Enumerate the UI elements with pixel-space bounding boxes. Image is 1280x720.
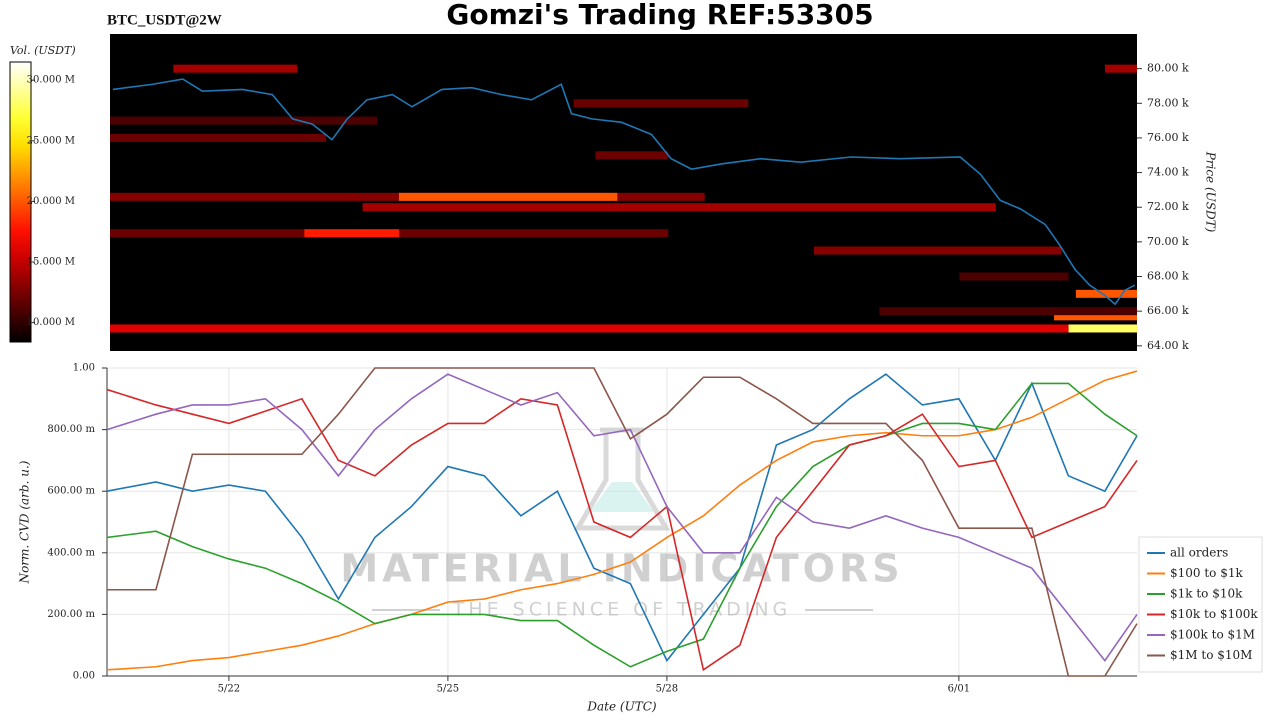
- liquidity-band: [1104, 64, 1137, 73]
- y-axis-title: Price (USDT): [1204, 151, 1218, 233]
- legend-label: $10k to $100k: [1170, 607, 1258, 621]
- heatmap-background: [110, 34, 1137, 351]
- y-tick-label: 68.00 k: [1147, 270, 1189, 283]
- liquidity-band: [398, 192, 618, 201]
- legend-label: $1k to $10k: [1170, 587, 1243, 601]
- liquidity-band: [1068, 324, 1137, 333]
- cvd-line: [106, 370, 1138, 671]
- colorbar-title: Vol. (USDT): [10, 44, 76, 57]
- y-tick-label: 70.00 k: [1147, 235, 1189, 248]
- watermark: MATERIAL INDICATORS THE SCIENCE OF TRADI…: [340, 427, 903, 621]
- legend-label: $100k to $1M: [1170, 628, 1255, 642]
- y-tick-label: 80.00 k: [1147, 62, 1189, 75]
- y-axis-title: Norm. CVD (arb. u.): [18, 460, 32, 584]
- x-tick-label: 6/01: [948, 684, 970, 695]
- colorbar-tick-label: 15.000 M: [27, 257, 75, 268]
- liquidity-band: [879, 307, 1137, 316]
- liquidity-band: [573, 99, 749, 108]
- watermark-brand: MATERIAL INDICATORS: [340, 547, 903, 591]
- x-tick-label: 5/25: [437, 684, 459, 695]
- colorbar-tick-label: 10.000 M: [27, 317, 75, 328]
- cvd-line: [106, 373, 1138, 662]
- colorbar-tick-label: 25.000 M: [27, 135, 75, 146]
- watermark-flask: [573, 427, 671, 531]
- liquidity-band: [110, 324, 1137, 333]
- y-tick-label: 200.00 m: [47, 609, 95, 620]
- liquidity-band: [595, 151, 669, 160]
- cvd-line: [106, 388, 1138, 672]
- y-tick-label: 600.00 m: [47, 486, 95, 497]
- y-tick-label: 64.00 k: [1147, 339, 1189, 352]
- page-title: Gomzi's Trading REF:53305: [446, 0, 873, 31]
- y-tick-label: 0.00: [73, 671, 95, 682]
- cvd-line: [106, 373, 1138, 663]
- legend-label: $100 to $1k: [1170, 566, 1243, 580]
- cvd-line: [107, 367, 1138, 677]
- legend-box: [1138, 536, 1263, 673]
- y-tick-label: 74.00 k: [1147, 166, 1189, 179]
- watermark-flask-liquid: [590, 482, 654, 512]
- x-tick-label: 5/28: [656, 684, 678, 695]
- colorbar: [9, 61, 32, 343]
- legend-label: all orders: [1170, 546, 1228, 560]
- liquidity-band: [110, 116, 378, 125]
- liquidity-band: [1075, 289, 1137, 298]
- liquidity-band: [959, 272, 1069, 281]
- colorbar-tick-label: 20.000 M: [27, 196, 75, 207]
- liquidity-band: [304, 229, 399, 238]
- y-tick-label: 76.00 k: [1147, 131, 1189, 144]
- price-line: [112, 78, 1136, 306]
- y-tick-label: 78.00 k: [1147, 96, 1189, 109]
- colorbar-tick-label: 30.000 M: [27, 75, 75, 86]
- x-axis-title: Date (UTC): [586, 700, 656, 714]
- liquidity-band: [813, 246, 1062, 255]
- y-tick-label: 800.00 m: [47, 424, 95, 435]
- liquidity-band: [110, 133, 327, 142]
- legend-label: $1M to $10M: [1170, 648, 1252, 662]
- y-tick-label: 72.00 k: [1147, 200, 1189, 213]
- cvd-line: [106, 382, 1138, 668]
- y-tick-label: 1.00: [73, 363, 95, 374]
- x-tick-label: 5/22: [218, 684, 240, 695]
- y-tick-label: 400.00 m: [47, 547, 95, 558]
- liquidity-band: [1054, 312, 1137, 321]
- subtitle: BTC_USDT@2W: [107, 12, 222, 28]
- liquidity-band: [173, 64, 298, 73]
- liquidity-band: [362, 203, 996, 212]
- y-tick-label: 66.00 k: [1147, 304, 1189, 317]
